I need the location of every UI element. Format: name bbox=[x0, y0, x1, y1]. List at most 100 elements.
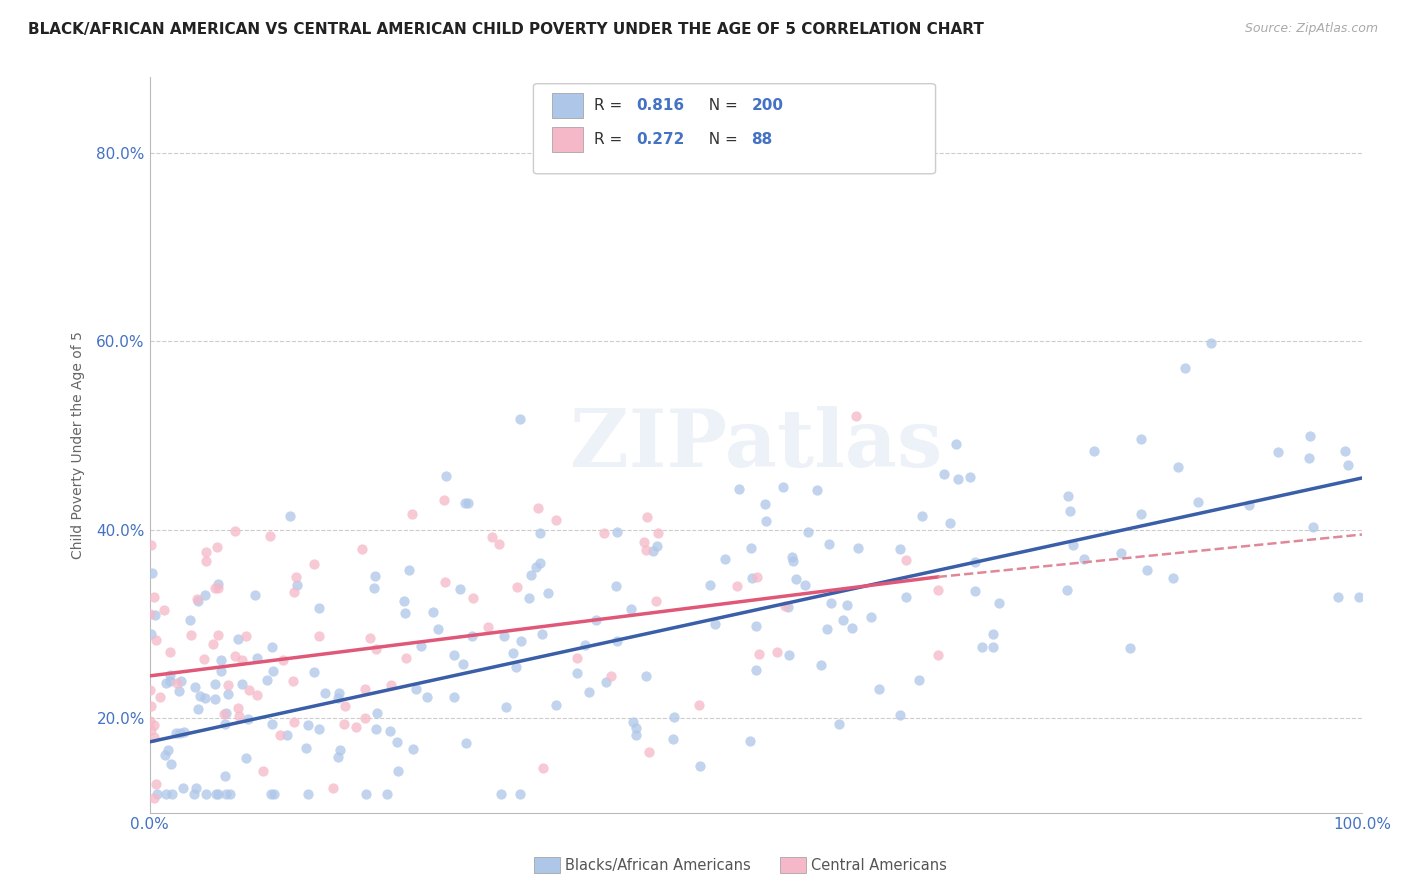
Point bbox=[1334, 443, 1357, 458]
Point bbox=[785, 572, 807, 586]
Point bbox=[143, 718, 166, 732]
Point bbox=[748, 648, 770, 662]
Y-axis label: Child Poverty Under the Age of 5: Child Poverty Under the Age of 5 bbox=[72, 331, 86, 559]
Point bbox=[988, 596, 1011, 610]
Point bbox=[139, 698, 162, 713]
Point bbox=[981, 640, 1004, 654]
Point bbox=[201, 637, 224, 651]
Point bbox=[214, 716, 236, 731]
Point bbox=[262, 664, 284, 678]
Text: BLACK/AFRICAN AMERICAN VS CENTRAL AMERICAN CHILD POVERTY UNDER THE AGE OF 5 CORR: BLACK/AFRICAN AMERICAN VS CENTRAL AMERIC… bbox=[28, 22, 984, 37]
Point bbox=[169, 726, 191, 740]
Point bbox=[308, 601, 330, 615]
Point bbox=[416, 690, 439, 704]
Point bbox=[214, 769, 236, 783]
Point bbox=[585, 613, 607, 627]
Point bbox=[841, 621, 863, 635]
Point bbox=[820, 596, 842, 610]
Point bbox=[815, 623, 838, 637]
Point bbox=[256, 673, 278, 687]
Point bbox=[246, 651, 269, 665]
Point bbox=[204, 691, 226, 706]
Point bbox=[907, 673, 929, 688]
Point bbox=[172, 780, 194, 795]
Point bbox=[173, 725, 195, 739]
Point bbox=[509, 412, 531, 426]
Point bbox=[143, 608, 166, 623]
Point bbox=[398, 563, 420, 577]
Point bbox=[252, 764, 274, 779]
Point bbox=[704, 617, 727, 632]
Point bbox=[662, 710, 685, 724]
Point bbox=[454, 736, 477, 750]
Point bbox=[187, 594, 209, 608]
Point bbox=[927, 648, 949, 662]
Point bbox=[606, 525, 628, 540]
Point bbox=[204, 787, 226, 801]
Point bbox=[259, 787, 281, 801]
Point bbox=[353, 711, 375, 725]
Point bbox=[243, 588, 266, 602]
Point bbox=[139, 682, 162, 697]
Point bbox=[911, 509, 934, 524]
Point bbox=[593, 526, 616, 541]
Text: R =: R = bbox=[593, 132, 627, 147]
Point bbox=[449, 582, 471, 597]
Point bbox=[179, 613, 201, 627]
Point bbox=[285, 577, 308, 591]
Point bbox=[165, 725, 187, 739]
Point bbox=[565, 666, 588, 681]
Point bbox=[927, 582, 949, 597]
Point bbox=[188, 689, 211, 703]
Point bbox=[689, 758, 711, 772]
Point bbox=[636, 509, 658, 524]
Point bbox=[848, 541, 870, 555]
Point bbox=[754, 498, 776, 512]
Text: 0.816: 0.816 bbox=[636, 98, 685, 113]
Point bbox=[366, 706, 388, 720]
Point bbox=[166, 675, 188, 690]
Point bbox=[308, 723, 330, 737]
Point bbox=[283, 585, 305, 599]
Point bbox=[207, 581, 229, 595]
Point bbox=[600, 668, 623, 682]
Point bbox=[139, 723, 162, 738]
Point bbox=[263, 787, 285, 801]
Point bbox=[1298, 450, 1320, 465]
Point bbox=[434, 469, 457, 483]
Point bbox=[945, 437, 967, 451]
Point bbox=[626, 728, 648, 742]
Point bbox=[1073, 552, 1095, 566]
Point bbox=[738, 734, 761, 748]
Point bbox=[1130, 507, 1153, 521]
Point bbox=[297, 718, 319, 732]
Point bbox=[295, 741, 318, 756]
Point bbox=[356, 787, 378, 801]
Point bbox=[285, 570, 308, 584]
Point bbox=[302, 665, 325, 679]
Text: 200: 200 bbox=[751, 98, 783, 113]
Point bbox=[364, 569, 387, 583]
Point bbox=[780, 549, 803, 564]
Point bbox=[352, 541, 374, 556]
Point bbox=[235, 751, 257, 765]
Point bbox=[1119, 641, 1142, 656]
Point bbox=[283, 714, 305, 729]
Point bbox=[159, 674, 181, 689]
Point bbox=[187, 702, 209, 716]
Point bbox=[624, 721, 647, 735]
Point bbox=[139, 714, 162, 728]
Point bbox=[794, 578, 817, 592]
Point bbox=[326, 690, 349, 705]
Point bbox=[143, 730, 166, 744]
Point bbox=[529, 526, 551, 541]
Point bbox=[155, 676, 177, 690]
Point bbox=[638, 745, 661, 759]
Point bbox=[157, 743, 180, 757]
Point bbox=[145, 787, 167, 801]
Point bbox=[170, 674, 193, 689]
Point bbox=[193, 690, 215, 705]
Point bbox=[526, 501, 548, 516]
Point bbox=[401, 507, 423, 521]
Point bbox=[782, 554, 804, 568]
